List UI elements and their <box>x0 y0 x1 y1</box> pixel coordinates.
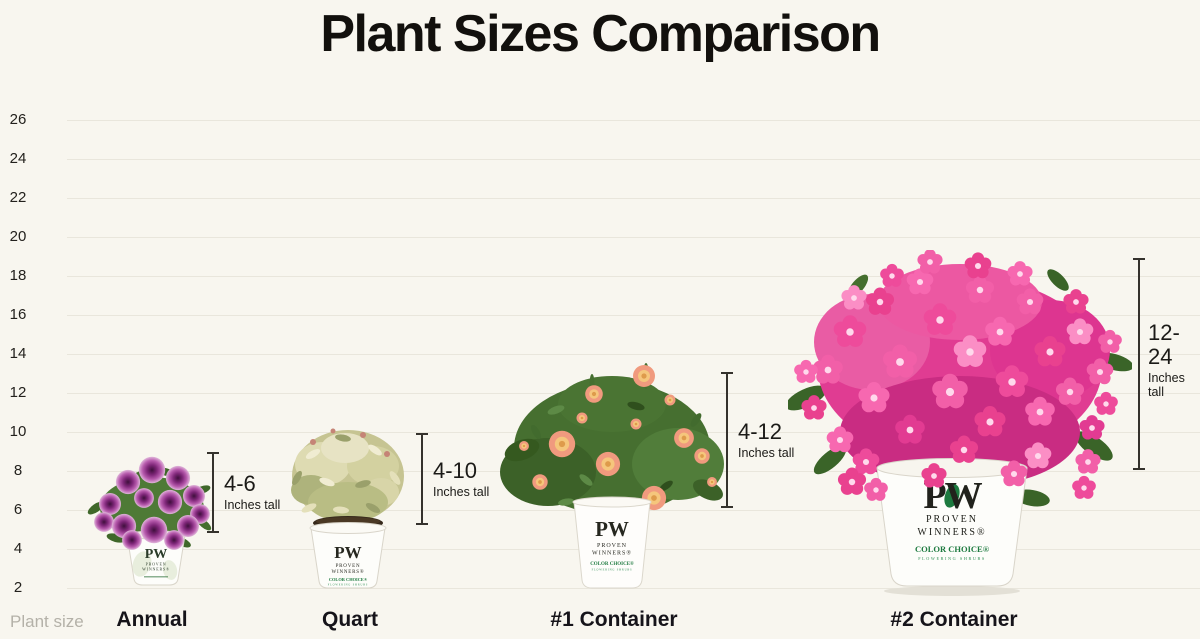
gridline <box>67 237 1200 238</box>
pot-brand-line2: WINNERS® <box>592 550 632 557</box>
height-range-label-container2: 12-24 Inches tall <box>1148 319 1200 400</box>
category-label-container2: #2 Container <box>890 608 1018 631</box>
category-label-quart: Quart <box>321 608 378 631</box>
y-tick-label: 20 <box>9 228 27 245</box>
y-tick-label: 26 <box>9 111 27 128</box>
y-tick-label: 18 <box>9 267 27 284</box>
pot-logo: PW <box>334 543 361 562</box>
pot-colorchoice-badge: COLOR CHOICE® <box>915 544 990 554</box>
y-tick-label: 14 <box>9 345 27 362</box>
height-range-label-annual: 4-6 Inches tall <box>224 470 281 513</box>
category-label-container1: #1 Container <box>550 608 678 631</box>
y-tick-label: 24 <box>9 150 27 167</box>
height-range-unit: Inches tall <box>224 498 281 513</box>
gridline <box>67 120 1200 121</box>
pot-badge-subtext: FLOWERING SHRUBS <box>592 569 633 572</box>
container1-pot: PW PROVEN WINNERS® COLOR CHOICE® FLOWERI… <box>572 496 652 589</box>
pot-colorchoice-badge: COLOR CHOICE® <box>590 561 634 567</box>
height-range-value: 4-6 <box>224 470 256 496</box>
annual-plant-photo: PW PW PROVEN WINNERS® <box>86 456 214 586</box>
pot-logo: PW <box>595 517 629 541</box>
height-range-value: 12-24 <box>1148 319 1180 369</box>
height-range-label-container1: 4-12 Inches tall <box>738 418 795 461</box>
pot-brand-line2: WINNERS® <box>332 569 365 575</box>
container1-plant-photo: PW PROVEN WINNERS® COLOR CHOICE® FLOWERI… <box>500 363 724 589</box>
y-tick-label: 8 <box>13 462 23 479</box>
pot-brand-line1: PROVEN <box>146 562 167 567</box>
pot-brand-line1: PROVEN <box>926 514 978 525</box>
category-label-annual: Annual <box>116 608 188 631</box>
pot-badge-subtext: FLOWERING SHRUBS <box>328 584 368 587</box>
height-range-unit: Inches tall <box>738 446 795 461</box>
height-range-unit: Inches tall <box>1148 371 1185 400</box>
height-range-value: 4-10 <box>433 457 478 483</box>
container2-plant-photo: PW PROVEN WINNERS® COLOR CHOICE® FLOWERI… <box>788 250 1132 596</box>
height-range-label-quart: 4-10 Inches tall <box>433 457 490 500</box>
pot-brand-line1: PROVEN <box>336 564 361 569</box>
gridline <box>67 315 1200 316</box>
container2-pot: PW PROVEN WINNERS® COLOR CHOICE® FLOWERI… <box>876 458 1028 596</box>
height-range-unit: Inches tall <box>433 485 490 500</box>
height-bracket-quart <box>416 433 428 525</box>
y-tick-label: 12 <box>9 384 27 401</box>
gridline <box>67 276 1200 277</box>
height-bracket-annual <box>207 452 219 533</box>
pot-brand-line2: WINNERS® <box>917 527 986 538</box>
pot-colorchoice-badge: COLOR CHOICE® <box>329 577 368 582</box>
pot-brand-line1: PROVEN <box>597 543 627 549</box>
gridline <box>67 588 1200 589</box>
pot-logo: PW <box>145 547 168 562</box>
y-tick-label: 22 <box>9 189 27 206</box>
height-range-value: 4-12 <box>738 418 783 444</box>
gridline <box>67 159 1200 160</box>
quart-plant-photo: PW PROVEN WINNERS® COLOR CHOICE® FLOWERI… <box>290 428 404 589</box>
quart-pot: PW PROVEN WINNERS® COLOR CHOICE® FLOWERI… <box>309 522 387 589</box>
y-tick-label: 2 <box>13 579 23 596</box>
pot-brand-line2: WINNERS® <box>142 567 170 572</box>
height-bracket-container1 <box>721 372 733 508</box>
chart-title: Plant Sizes Comparison <box>320 5 881 63</box>
quart-foliage <box>290 428 404 522</box>
y-tick-label: 16 <box>9 306 27 323</box>
pot-badge-subtext: FLOWERING SHRUBS <box>918 556 986 561</box>
gridline <box>67 198 1200 199</box>
height-bracket-container2 <box>1133 258 1145 470</box>
y-tick-label: 4 <box>13 540 23 557</box>
gridline <box>67 354 1200 355</box>
y-tick-label: 10 <box>9 423 27 440</box>
y-tick-label: 6 <box>13 501 23 518</box>
x-axis-title: Plant size <box>10 612 84 631</box>
